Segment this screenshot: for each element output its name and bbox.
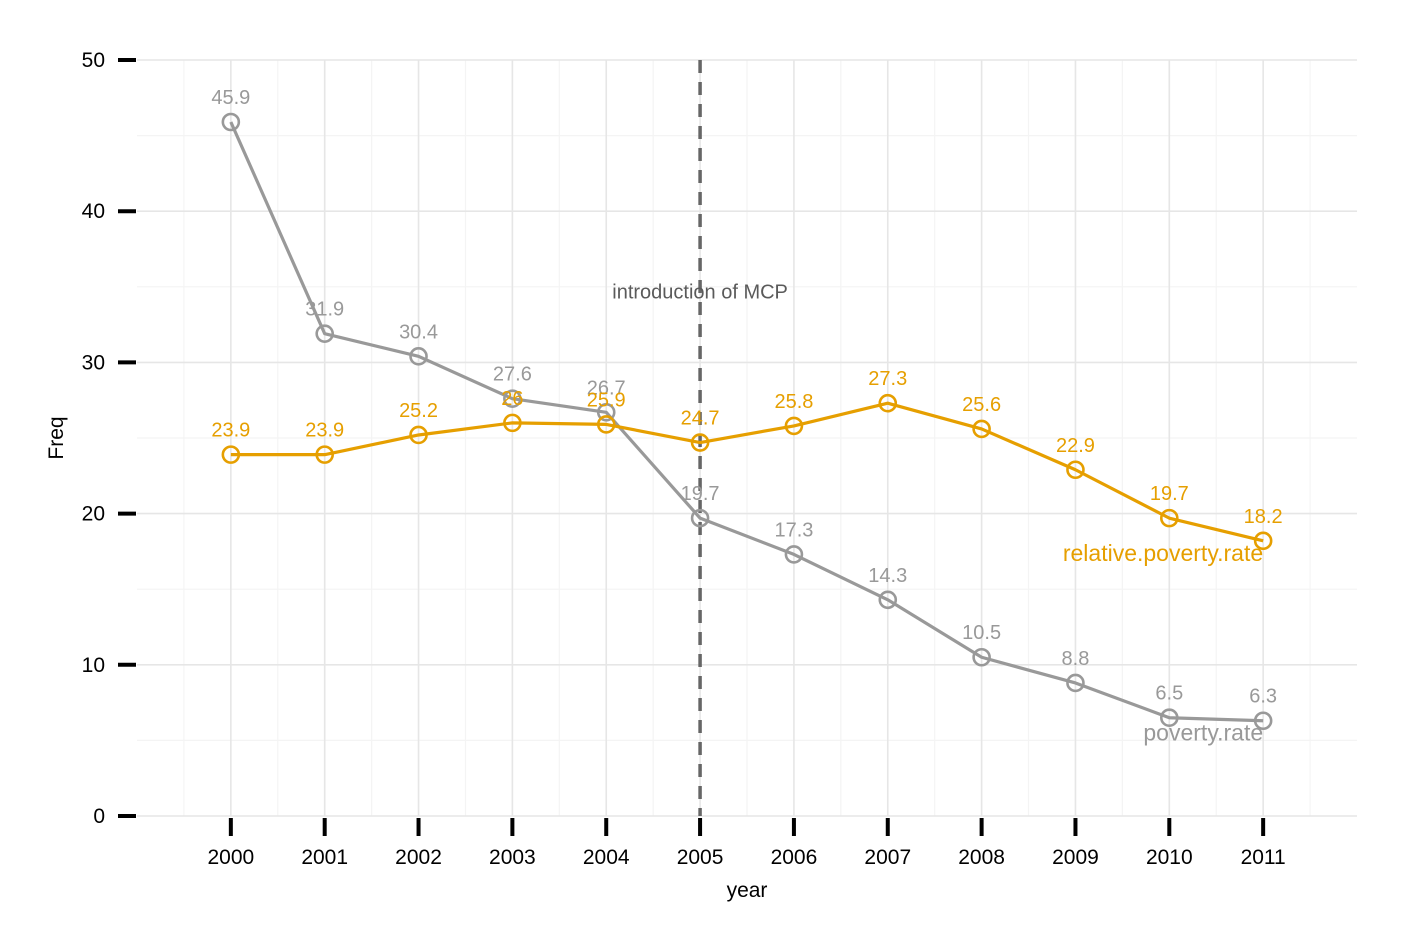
data-label: 19.7 — [1150, 483, 1189, 505]
data-point — [503, 413, 522, 433]
data-label: 23.9 — [305, 420, 344, 442]
data-point — [221, 445, 241, 464]
data-label: 30.4 — [399, 321, 438, 343]
data-label: 8.8 — [1062, 648, 1090, 670]
data-point — [1253, 711, 1273, 731]
data-label: 24.7 — [681, 408, 720, 430]
series-poverty-rate: 45.9 31.9 30.4 27.6 26.7 19.7 17.3 14.3 10.5 8.8 6… — [211, 87, 1277, 746]
data-label: 45.9 — [211, 87, 250, 109]
y-tick-label: 10 — [82, 654, 105, 677]
x-tick-label: 2002 — [395, 846, 442, 869]
series-line — [230, 401, 1264, 543]
data-point — [784, 416, 804, 436]
x-tick-label: 2000 — [207, 846, 254, 869]
data-point — [1160, 508, 1179, 528]
grid — [137, 59, 1357, 817]
data-point — [221, 112, 241, 132]
data-point — [784, 545, 804, 564]
data-point — [690, 508, 710, 528]
series-name-label: relative.poverty.rate — [1063, 540, 1263, 566]
y-tick-label: 40 — [82, 200, 105, 223]
x-axis-title: year — [727, 879, 768, 902]
data-label: 27.3 — [868, 368, 907, 390]
series-name-label: poverty.rate — [1143, 720, 1263, 746]
data-point — [315, 445, 334, 464]
x-tick-label: 2003 — [489, 846, 536, 869]
series-relative-poverty-rate: 23.9 23.9 25.2 26 25.9 24.7 25.8 27.3 25.6 22.9 19… — [211, 368, 1282, 566]
data-point — [315, 324, 334, 343]
data-point — [503, 389, 522, 408]
data-label: 26 — [501, 388, 523, 410]
data-point — [972, 647, 991, 667]
y-tick-label: 0 — [93, 805, 105, 828]
data-point — [1066, 460, 1085, 480]
data-label: 6.5 — [1155, 683, 1183, 705]
data-label: 23.9 — [211, 420, 250, 442]
y-axis-title: Freq — [45, 416, 68, 459]
data-label: 26.7 — [587, 377, 626, 399]
y-tick-label: 20 — [82, 503, 105, 526]
x-tick-label: 2007 — [864, 846, 911, 869]
data-label: 27.6 — [493, 364, 532, 386]
data-label: 14.3 — [868, 565, 907, 587]
annotation-layer: introduction of MCP — [612, 60, 788, 816]
x-tick-label: 2005 — [677, 846, 724, 869]
axes: 0 10 20 30 40 50 2000 2001 2002 2003 2004 2005 2006 2… — [82, 49, 1286, 869]
data-point — [1066, 673, 1085, 693]
data-point — [596, 402, 616, 422]
x-tick-label: 2009 — [1052, 846, 1099, 869]
data-label: 10.5 — [962, 622, 1001, 644]
x-tick-label: 2001 — [301, 846, 348, 869]
data-point — [972, 419, 991, 439]
data-point — [878, 393, 898, 413]
annotation-label: introduction of MCP — [612, 281, 788, 303]
data-point — [878, 590, 898, 610]
data-point — [1160, 708, 1179, 728]
x-tick-label: 2004 — [583, 846, 630, 869]
data-label: 25.6 — [962, 394, 1001, 416]
series-layer: 45.9 31.9 30.4 27.6 26.7 19.7 17.3 14.3 10.5 8.8 6… — [211, 87, 1282, 746]
data-point — [409, 347, 428, 366]
data-label: 25.2 — [399, 400, 438, 422]
data-label: 18.2 — [1244, 506, 1283, 528]
data-point — [1253, 531, 1273, 551]
data-label: 31.9 — [305, 299, 344, 321]
data-label: 19.7 — [681, 483, 720, 505]
x-tick-label: 2011 — [1241, 846, 1286, 869]
x-tick-label: 2006 — [771, 846, 818, 869]
series-line — [229, 121, 1264, 723]
x-tick-label: 2010 — [1146, 846, 1193, 869]
y-tick-label: 50 — [82, 49, 105, 72]
x-tick-label: 2008 — [958, 846, 1005, 869]
data-point — [690, 433, 710, 452]
data-label: 25.9 — [587, 389, 626, 411]
data-label: 25.8 — [774, 391, 813, 413]
data-point — [409, 425, 428, 445]
data-label: 22.9 — [1056, 435, 1095, 457]
data-point — [596, 415, 616, 434]
data-label: 6.3 — [1249, 686, 1277, 708]
y-tick-label: 30 — [82, 351, 105, 374]
data-label: 17.3 — [774, 519, 813, 541]
